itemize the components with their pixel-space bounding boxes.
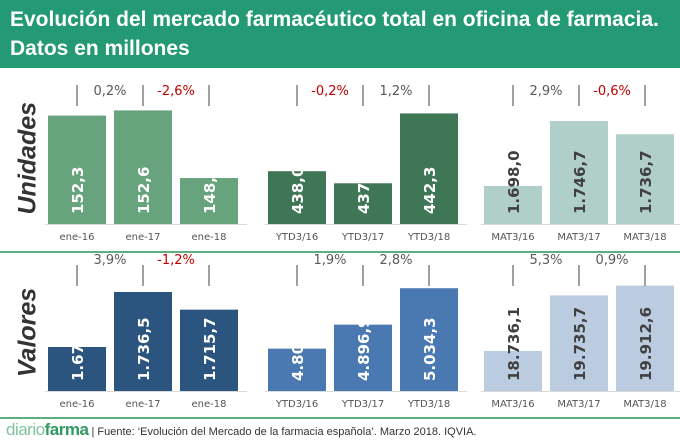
- footer: diariofarma | Fuente: ‘Evolución del Mer…: [6, 420, 476, 440]
- category-label: ene-17: [126, 399, 161, 410]
- data-label: 5.034,3: [421, 317, 439, 381]
- category-label: MAT3/16: [491, 232, 534, 243]
- change-label: 2,9%: [529, 84, 562, 99]
- category-label: ene-16: [60, 399, 95, 410]
- bar-MAT3/17: [550, 120, 608, 224]
- data-label: 19.912,6: [637, 307, 655, 381]
- bar-MAT3/18: [616, 285, 674, 391]
- data-label: 1.736,5: [135, 317, 153, 381]
- change-label: -1,2%: [157, 253, 195, 268]
- bar-YTD3/18: [400, 288, 458, 391]
- category-label: ene-17: [126, 232, 161, 243]
- change-label: -2,6%: [157, 84, 195, 99]
- data-label: 437,1: [355, 167, 373, 214]
- category-label: MAT3/16: [491, 399, 534, 410]
- bar-MAT3/16: [484, 185, 542, 224]
- data-label: 438,0: [289, 167, 307, 214]
- change-label: 1,9%: [313, 253, 346, 268]
- change-label: -0,6%: [593, 84, 631, 99]
- category-label: MAT3/18: [623, 232, 666, 243]
- bar-MAT3/16: [484, 350, 542, 391]
- category-label: YTD3/16: [275, 232, 318, 243]
- bar-ene-16: [48, 115, 106, 224]
- category-label: YTD3/18: [407, 232, 450, 243]
- data-label: 19.735,7: [571, 307, 589, 381]
- bar-YTD3/18: [400, 113, 458, 224]
- bar-YTD3/17: [334, 183, 392, 224]
- data-label: 1.698,0: [505, 150, 523, 214]
- logo-farma: farma: [44, 420, 89, 439]
- change-label: 0,9%: [595, 253, 628, 268]
- category-label: YTD3/17: [341, 232, 384, 243]
- data-label: 148,7: [201, 167, 219, 214]
- category-label: MAT3/17: [557, 232, 600, 243]
- category-label: YTD3/18: [407, 399, 450, 410]
- bar-MAT3/18: [616, 134, 674, 224]
- data-label: 1.736,7: [637, 150, 655, 214]
- change-label: 2,8%: [379, 253, 412, 268]
- data-label: 152,3: [69, 167, 87, 214]
- data-label: 1.746,7: [571, 150, 589, 214]
- data-label: 152,6: [135, 167, 153, 214]
- change-label: 5,3%: [529, 253, 562, 268]
- bar-MAT3/17: [550, 295, 608, 391]
- change-label: 1,2%: [379, 84, 412, 99]
- bar-ene-17: [114, 291, 172, 391]
- category-label: YTD3/16: [275, 399, 318, 410]
- data-label: 442,3: [421, 167, 439, 214]
- footer-divider: [0, 417, 680, 419]
- data-label: 1.715,7: [201, 317, 219, 381]
- category-label: MAT3/18: [623, 399, 666, 410]
- chart-title: Evolución del mercado farmacéutico total…: [10, 8, 659, 60]
- category-label: ene-18: [192, 399, 227, 410]
- row-divider: [0, 251, 680, 253]
- change-label: 3,9%: [93, 253, 126, 268]
- data-label: 18.736,1: [505, 307, 523, 381]
- category-label: ene-16: [60, 232, 95, 243]
- category-label: YTD3/17: [341, 399, 384, 410]
- change-label: -0,2%: [311, 84, 349, 99]
- category-label: ene-18: [192, 232, 227, 243]
- header-banner: Evolución del mercado farmacéutico total…: [0, 0, 680, 68]
- bar-YTD3/16: [268, 348, 326, 391]
- bar-ene-16: [48, 347, 106, 391]
- bar-YTD3/16: [268, 171, 326, 224]
- logo-diario: diario: [6, 420, 45, 439]
- change-label: 0,2%: [93, 84, 126, 99]
- data-label: 1.671,7: [69, 317, 87, 381]
- bar-ene-17: [114, 110, 172, 224]
- category-label: MAT3/17: [557, 399, 600, 410]
- data-label: 4.806,4: [289, 317, 307, 381]
- bar-ene-18: [180, 309, 238, 391]
- data-label: 4.896,9: [355, 317, 373, 381]
- bar-YTD3/17: [334, 324, 392, 391]
- bar-ene-18: [180, 178, 238, 224]
- source-text: | Fuente: ‘Evolución del Mercado de la f…: [91, 426, 477, 438]
